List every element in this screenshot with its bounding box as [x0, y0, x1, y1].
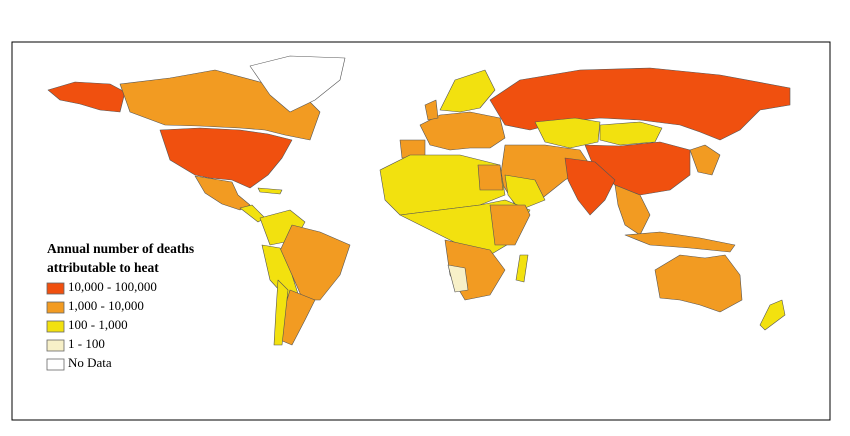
east-africa [489, 204, 531, 246]
legend-swatch [46, 320, 65, 333]
legend-swatch [46, 301, 65, 314]
legend-title: attributable to heat [47, 260, 159, 275]
india [564, 157, 616, 216]
alaska [47, 81, 126, 113]
australia [654, 254, 743, 313]
world-map [47, 55, 791, 346]
legend-label: 100 - 1,000 [68, 317, 128, 332]
usa [159, 127, 293, 189]
madagascar [515, 254, 529, 283]
legend-label: No Data [68, 355, 112, 370]
new-zealand [759, 299, 786, 331]
legend-swatch [46, 358, 65, 371]
japan-korea [689, 144, 721, 176]
scandinavia [439, 69, 496, 113]
legend-label: 1 - 100 [68, 336, 105, 351]
mongolia [599, 121, 663, 146]
legend: Annual number of deaths attributable to h… [46, 241, 194, 371]
uk [424, 99, 439, 121]
indonesia [624, 231, 736, 253]
chile [273, 279, 289, 346]
south-africa-minor [447, 264, 469, 293]
legend-swatch [46, 282, 65, 295]
western-europe [419, 111, 506, 151]
cuba [257, 187, 283, 195]
north-africa [379, 154, 506, 216]
kazakhstan [534, 117, 601, 149]
legend-swatch [46, 339, 65, 352]
egypt [477, 164, 504, 191]
arabia [504, 174, 546, 211]
greenland [249, 55, 346, 113]
legend-label: 1,000 - 10,000 [68, 298, 144, 313]
legend-title: Annual number of deaths [47, 241, 194, 256]
legend-label: 10,000 - 100,000 [68, 279, 157, 294]
